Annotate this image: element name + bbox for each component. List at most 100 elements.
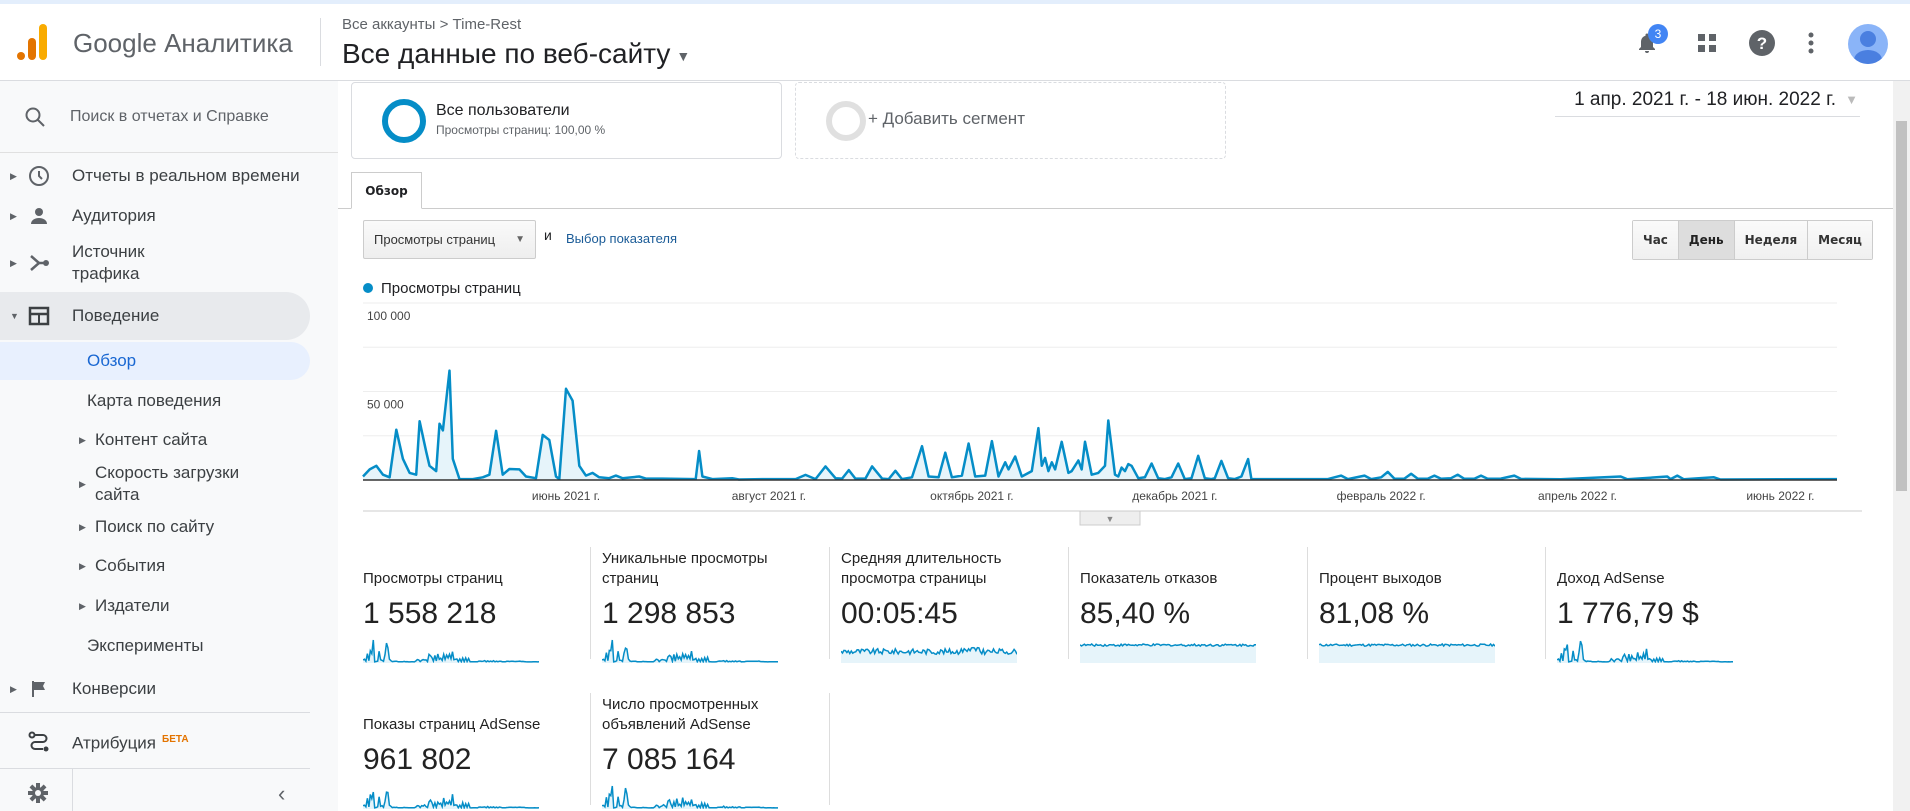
metric-divider (590, 693, 591, 805)
expand-arrow-icon: ▶ (79, 600, 86, 611)
top-accent-bar (0, 0, 1910, 4)
apps-button[interactable] (1692, 28, 1722, 58)
x-tick-label: октябрь 2021 г. (930, 489, 1013, 503)
y-tick-label: 100 000 (367, 309, 411, 323)
sparkline-line (602, 639, 778, 663)
metric-title: Число просмотренных объявлений AdSense (602, 696, 759, 733)
sparkline-line (841, 646, 1017, 657)
settings-button[interactable] (27, 782, 49, 809)
sidebar-item-site-speed[interactable]: ▶ Скорость загрузки сайта (0, 460, 310, 508)
metric-card[interactable]: Уникальные просмотры страниц 1 298 853 (602, 547, 832, 663)
metric-sparkline (1319, 642, 1495, 663)
x-tick-label: февраль 2022 г. (1337, 489, 1426, 503)
person-avatar-icon (1854, 31, 1882, 64)
sidebar-item-label: Карта поведения (87, 391, 222, 410)
granularity-month-button[interactable]: Месяц (1807, 221, 1872, 259)
select-metric-link[interactable]: Выбор показателя (566, 231, 677, 246)
sidebar-item-attribution[interactable]: Атрибуция БЕТА (0, 723, 310, 761)
x-tick-label: декабрь 2021 г. (1132, 489, 1217, 503)
metric-title: Уникальные просмотры страниц (602, 550, 768, 587)
metric-sparkline (602, 785, 778, 809)
collapse-sidebar-button[interactable]: ‹ (278, 781, 285, 807)
sparkline-area (1080, 644, 1256, 663)
expand-arrow-icon: ▶ (10, 210, 17, 221)
segment-all-users[interactable]: Все пользователи Просмотры страниц: 100,… (351, 82, 782, 159)
sidebar-item-site-content[interactable]: ▶ Контент сайта (0, 422, 310, 458)
date-range-picker[interactable]: 1 апр. 2021 г. - 18 июн. 2022 г. ▼ (1555, 87, 1860, 117)
sidebar-item-experiments[interactable]: Эксперименты (0, 627, 310, 665)
svg-text:?: ? (1757, 34, 1767, 53)
brand-name: Google Аналитика (73, 28, 293, 58)
metric-card[interactable]: Показатель отказов 85,40 % (1080, 547, 1310, 663)
sidebar-item-behavior-overview[interactable]: Обзор (0, 342, 310, 380)
metric-card[interactable]: Показы страниц AdSense 961 802 (363, 693, 593, 809)
expand-chart-handle[interactable] (1079, 510, 1141, 526)
metric-divider (829, 547, 830, 659)
granularity-day-button[interactable]: День (1677, 221, 1734, 259)
metric-select[interactable]: Просмотры страниц ▼ (363, 220, 536, 259)
metric-card[interactable]: Число просмотренных объявлений AdSense 7… (602, 693, 832, 809)
granularity-week-button[interactable]: Неделя (1733, 221, 1808, 259)
notifications-button[interactable]: 3 (1632, 24, 1668, 58)
caret-down-icon: ▼ (515, 234, 525, 245)
metric-title: Доход AdSense (1557, 570, 1665, 587)
sidebar-item-label: Аудитория (72, 206, 156, 225)
breadcrumb[interactable]: Все аккаунты > Time-Rest (342, 16, 522, 33)
page-scrollbar[interactable] (1893, 81, 1910, 811)
tab-overview[interactable]: Обзор (351, 172, 422, 209)
account-avatar[interactable] (1848, 24, 1888, 64)
metric-card[interactable]: Доход AdSense 1 776,79 $ (1557, 547, 1787, 663)
more-options-button[interactable] (1796, 28, 1826, 58)
acquisition-icon (26, 250, 52, 276)
sidebar-item-events[interactable]: ▶ События (0, 547, 310, 585)
sidebar-search[interactable]: Поиск в отчетах и Справке (0, 81, 338, 153)
sidebar-item-label: Атрибуция (72, 733, 157, 753)
view-selector[interactable]: Все данные по веб-сайту ▼ (342, 38, 690, 70)
granularity-toggle: Час День Неделя Месяц (1632, 220, 1873, 260)
apps-grid-icon (1698, 34, 1716, 52)
sparkline-line (1319, 642, 1495, 648)
sparkline-area (363, 792, 539, 809)
metric-title: Средняя длительность просмотра страницы (841, 550, 1002, 587)
series-line (362, 369, 1838, 481)
metric-sparkline (1080, 642, 1256, 663)
expand-arrow-icon: ▶ (10, 170, 17, 181)
sidebar-item-conversions[interactable]: ▶ Конверсии (0, 670, 310, 708)
expand-arrow-icon: ▶ (10, 257, 17, 268)
add-segment-button[interactable]: + Добавить сегмент (795, 82, 1226, 159)
help-icon: ? (1749, 30, 1775, 56)
metric-card[interactable]: Средняя длительность просмотра страницы … (841, 547, 1071, 663)
metric-value: 7 085 164 (602, 743, 736, 776)
sidebar-item-site-search[interactable]: ▶ Поиск по сайту (0, 509, 310, 545)
search-input[interactable]: Поиск в отчетах и Справке (70, 107, 269, 125)
metric-card[interactable]: Процент выходов 81,08 % (1319, 547, 1549, 663)
sparkline-area (1557, 641, 1733, 663)
granularity-hour-button[interactable]: Час (1633, 221, 1678, 259)
analytics-logo-icon[interactable] (16, 22, 48, 62)
expand-arrow-icon: ▶ (79, 560, 86, 571)
legend-dot-icon (363, 283, 373, 293)
metric-divider (829, 693, 830, 805)
view-title: Все данные по веб-сайту (342, 38, 671, 69)
metric-divider (590, 547, 591, 659)
sparkline-area (841, 647, 1017, 663)
and-label: и (544, 227, 552, 243)
sidebar-item-publisher[interactable]: ▶ Издатели (0, 587, 310, 625)
metric-title: Показы страниц AdSense (363, 716, 541, 733)
metric-card[interactable]: Просмотры страниц 1 558 218 (363, 547, 593, 663)
notification-badge: 3 (1648, 24, 1668, 44)
person-icon (26, 203, 52, 229)
sidebar-item-realtime[interactable]: ▶ Отчеты в реальном времени (0, 157, 310, 195)
sidebar-item-behavior-flow[interactable]: Карта поведения (0, 382, 310, 420)
expand-arrow-icon: ▶ (79, 434, 86, 445)
sidebar-item-audience[interactable]: ▶ Аудитория (0, 199, 310, 233)
scrollbar-thumb[interactable] (1896, 121, 1907, 491)
sidebar-item-acquisition[interactable]: ▶ Источник трафика (0, 237, 310, 289)
sidebar-item-label: Издатели (95, 596, 170, 615)
series-area (363, 370, 1837, 480)
sidebar-item-behavior[interactable]: ▼ Поведение (0, 292, 310, 340)
sidebar-divider (0, 768, 310, 769)
metric-value: 85,40 % (1080, 597, 1191, 630)
caret-down-icon: ▼ (676, 47, 691, 64)
help-button[interactable]: ? (1747, 28, 1777, 58)
